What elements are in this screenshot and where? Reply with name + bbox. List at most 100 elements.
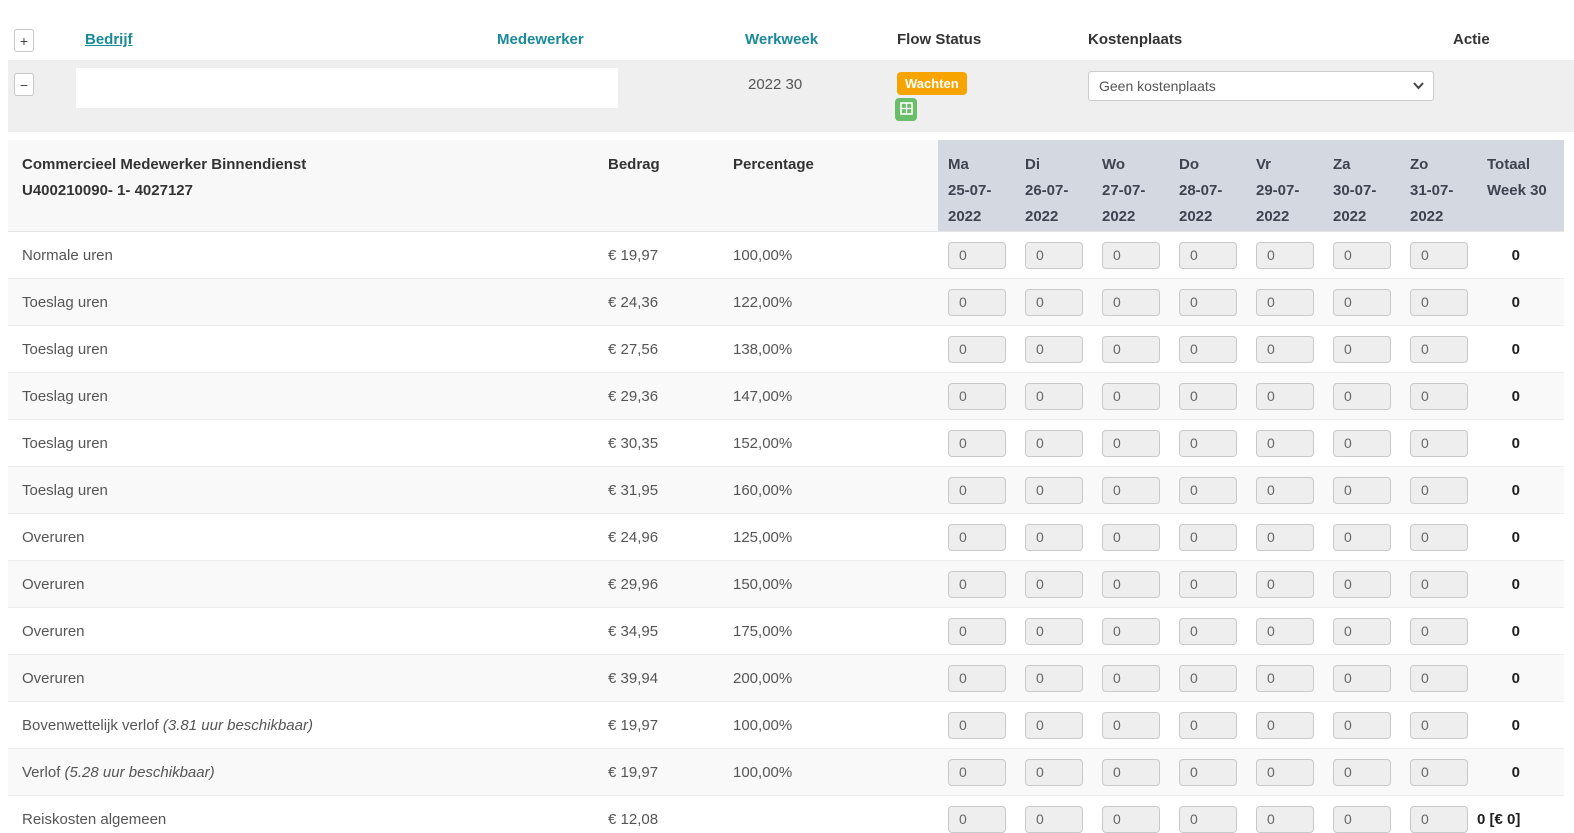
hours-input[interactable]	[1410, 758, 1468, 786]
hours-input[interactable]	[1179, 758, 1237, 786]
hours-input[interactable]	[1025, 288, 1083, 316]
hours-input[interactable]	[1256, 523, 1314, 551]
hours-input[interactable]	[1333, 335, 1391, 363]
hours-input[interactable]	[1102, 335, 1160, 363]
hours-input[interactable]	[1179, 617, 1237, 645]
hours-input[interactable]	[1410, 241, 1468, 269]
hours-input[interactable]	[1410, 711, 1468, 739]
hours-input[interactable]	[1256, 382, 1314, 410]
hours-input[interactable]	[1256, 288, 1314, 316]
hours-input[interactable]	[1410, 570, 1468, 598]
hours-input[interactable]	[948, 476, 1006, 504]
hours-input[interactable]	[1179, 476, 1237, 504]
hours-input[interactable]	[1333, 241, 1391, 269]
hours-input[interactable]	[1333, 805, 1391, 833]
row-total: 0	[1511, 340, 1520, 358]
hours-input[interactable]	[1179, 429, 1237, 457]
hours-input[interactable]	[1333, 711, 1391, 739]
hours-input[interactable]	[1102, 429, 1160, 457]
column-header-bedrijf[interactable]: Bedrijf	[85, 31, 133, 48]
hours-input[interactable]	[1333, 664, 1391, 692]
hours-input[interactable]	[1025, 617, 1083, 645]
hours-input[interactable]	[1410, 617, 1468, 645]
hours-input[interactable]	[1102, 288, 1160, 316]
hours-input[interactable]	[1179, 335, 1237, 363]
hours-input[interactable]	[1256, 335, 1314, 363]
hours-input[interactable]	[1256, 805, 1314, 833]
hours-input[interactable]	[1179, 241, 1237, 269]
timesheet-row: Verlof (5.28 uur beschikbaar) € 19,97 10…	[8, 749, 1564, 796]
hours-input[interactable]	[1410, 476, 1468, 504]
hours-input[interactable]	[1256, 664, 1314, 692]
row-percentage: 122,00%	[733, 293, 793, 311]
hours-input[interactable]	[1256, 617, 1314, 645]
hours-input[interactable]	[948, 241, 1006, 269]
hours-input[interactable]	[1102, 617, 1160, 645]
hours-input[interactable]	[948, 288, 1006, 316]
kostenplaats-select[interactable]: Geen kostenplaats	[1088, 71, 1434, 101]
hours-input[interactable]	[1256, 711, 1314, 739]
hours-input[interactable]	[1102, 758, 1160, 786]
hours-input[interactable]	[1410, 288, 1468, 316]
hours-input[interactable]	[1025, 335, 1083, 363]
hours-input[interactable]	[1256, 429, 1314, 457]
hours-input[interactable]	[1333, 758, 1391, 786]
hours-input[interactable]	[1179, 288, 1237, 316]
hours-input[interactable]	[1025, 570, 1083, 598]
hours-input[interactable]	[1410, 523, 1468, 551]
hours-input[interactable]	[948, 335, 1006, 363]
hours-input[interactable]	[1102, 711, 1160, 739]
hours-input[interactable]	[1102, 664, 1160, 692]
hours-input[interactable]	[1025, 664, 1083, 692]
hours-input[interactable]	[948, 523, 1006, 551]
hours-input[interactable]	[948, 758, 1006, 786]
hours-input[interactable]	[1102, 523, 1160, 551]
hours-input[interactable]	[948, 711, 1006, 739]
hours-input[interactable]	[948, 429, 1006, 457]
hours-input[interactable]	[1025, 429, 1083, 457]
timesheet-grid-button[interactable]	[895, 98, 917, 121]
hours-input[interactable]	[1025, 523, 1083, 551]
hours-input[interactable]	[1333, 288, 1391, 316]
hours-input[interactable]	[1179, 570, 1237, 598]
hours-input[interactable]	[1410, 429, 1468, 457]
hours-input[interactable]	[1025, 711, 1083, 739]
hours-input[interactable]	[1179, 711, 1237, 739]
hours-input[interactable]	[1025, 241, 1083, 269]
hours-input[interactable]	[1179, 664, 1237, 692]
hours-input[interactable]	[1256, 758, 1314, 786]
hours-input[interactable]	[948, 664, 1006, 692]
collapse-row-button[interactable]: −	[14, 73, 34, 96]
hours-input[interactable]	[1333, 476, 1391, 504]
hours-input[interactable]	[1102, 476, 1160, 504]
hours-input[interactable]	[1256, 570, 1314, 598]
hours-input[interactable]	[1179, 805, 1237, 833]
hours-input[interactable]	[948, 805, 1006, 833]
hours-input[interactable]	[1179, 382, 1237, 410]
hours-input[interactable]	[1025, 758, 1083, 786]
hours-input[interactable]	[948, 382, 1006, 410]
hours-input[interactable]	[1102, 241, 1160, 269]
hours-input[interactable]	[1179, 523, 1237, 551]
row-percentage: 147,00%	[733, 387, 793, 405]
hours-input[interactable]	[1333, 570, 1391, 598]
hours-input[interactable]	[1410, 664, 1468, 692]
hours-input[interactable]	[1102, 570, 1160, 598]
hours-input[interactable]	[1025, 382, 1083, 410]
expand-row-button[interactable]: +	[14, 29, 34, 52]
hours-input[interactable]	[948, 570, 1006, 598]
hours-input[interactable]	[1333, 523, 1391, 551]
hours-input[interactable]	[1333, 617, 1391, 645]
hours-input[interactable]	[1256, 241, 1314, 269]
hours-input[interactable]	[1333, 429, 1391, 457]
hours-input[interactable]	[1410, 805, 1468, 833]
hours-input[interactable]	[948, 617, 1006, 645]
hours-input[interactable]	[1102, 382, 1160, 410]
hours-input[interactable]	[1025, 476, 1083, 504]
hours-input[interactable]	[1410, 335, 1468, 363]
hours-input[interactable]	[1102, 805, 1160, 833]
hours-input[interactable]	[1025, 805, 1083, 833]
hours-input[interactable]	[1333, 382, 1391, 410]
hours-input[interactable]	[1256, 476, 1314, 504]
hours-input[interactable]	[1410, 382, 1468, 410]
